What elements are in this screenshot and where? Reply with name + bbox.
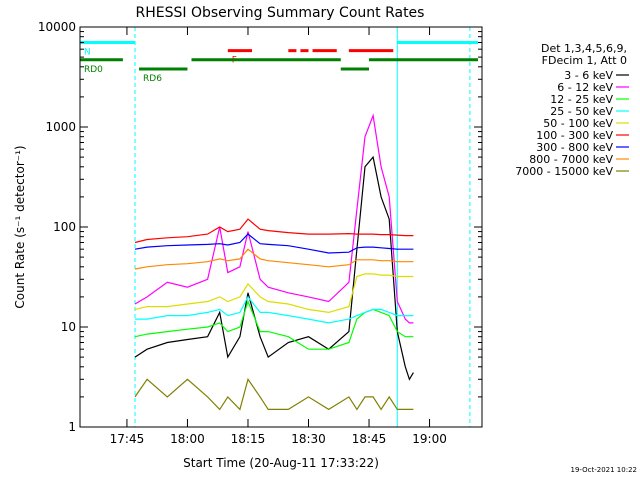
legend-header: FDecim 1, Att 0 xyxy=(542,54,627,67)
series-line xyxy=(134,113,414,324)
series-line xyxy=(134,233,414,254)
legend-entry-label: 25 - 50 keV xyxy=(550,105,613,118)
x-tick-label: 18:30 xyxy=(291,432,326,446)
legend-entry-label: 3 - 6 keV xyxy=(564,69,613,82)
x-tick-label: 17:45 xyxy=(110,432,145,446)
x-tick-label: 19:00 xyxy=(412,432,447,446)
flag-bar-label: RD6 xyxy=(143,74,162,84)
legend-entry-label: 100 - 300 keV xyxy=(536,129,613,142)
legend-entry-label: 50 - 100 keV xyxy=(543,117,613,130)
x-axis-label: Start Time (20-Aug-11 17:33:22) xyxy=(183,456,379,470)
series-line xyxy=(134,273,414,314)
legend-entry-label: 12 - 25 keV xyxy=(550,93,613,106)
legend-entry-label: 800 - 7000 keV xyxy=(529,153,613,166)
timestamp-label: 19-Oct-2021 10:22 xyxy=(571,466,637,474)
x-tick-label: 18:45 xyxy=(352,432,387,446)
flag-bar-label: RD0 xyxy=(84,65,103,75)
flag-bar-label: N xyxy=(84,47,91,57)
series-line xyxy=(134,377,414,411)
legend-entry-label: 300 - 800 keV xyxy=(536,141,613,154)
series-line xyxy=(134,248,414,270)
legend-entry-label: 7000 - 15000 keV xyxy=(515,165,613,178)
plot-frame xyxy=(79,26,483,428)
y-axis-label: Count Rate (s⁻¹ detector⁻¹) xyxy=(13,145,27,308)
x-tick-label: 18:00 xyxy=(170,432,205,446)
legend-entry-label: 6 - 12 keV xyxy=(557,81,613,94)
series-line xyxy=(135,295,414,324)
x-tick-label: 18:15 xyxy=(231,432,266,446)
legend: Det 1,3,4,5,6,9,FDecim 1, Att 0 3 - 6 keV… xyxy=(515,42,629,178)
y-tick-label: 10000 xyxy=(38,20,76,34)
axis-ticks: 17:45 18:00 18:15 18:30 18:45 19:00 1 10 100 1000… xyxy=(38,20,482,446)
series-line xyxy=(134,155,414,381)
series-line xyxy=(134,299,414,350)
y-tick-label: 1 xyxy=(68,420,76,434)
y-tick-label: 1000 xyxy=(45,120,76,134)
series-line xyxy=(134,218,414,244)
legend-header: Det 1,3,4,5,6,9, xyxy=(541,42,627,55)
y-tick-label: 100 xyxy=(53,220,76,234)
chart-title: RHESSI Observing Summary Count Rates xyxy=(136,5,425,21)
y-tick-label: 10 xyxy=(61,320,76,334)
plot-area: NFRD0RD6 xyxy=(79,27,478,427)
